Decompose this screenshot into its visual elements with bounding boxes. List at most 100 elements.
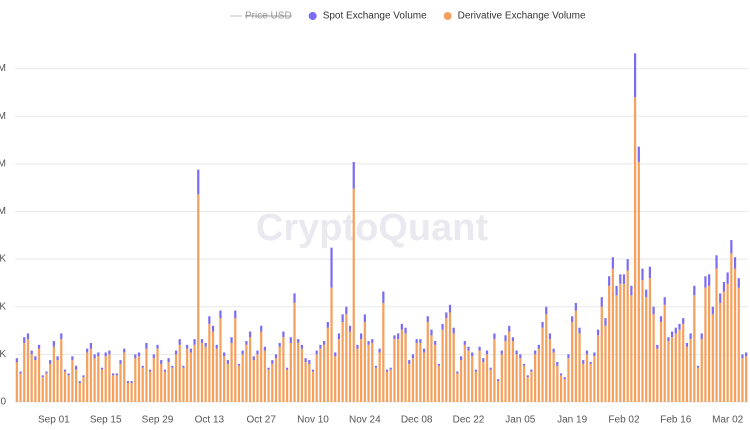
legend-item[interactable]: Price USD — [230, 11, 292, 22]
x-tick-label: Oct 13 — [195, 415, 225, 426]
bar-segment — [471, 356, 474, 402]
bar-segment — [537, 348, 540, 402]
bar-segment — [241, 350, 244, 355]
bar-segment — [630, 295, 633, 402]
bar-segment — [304, 358, 307, 362]
y-tick-label: K — [0, 349, 6, 360]
bar-segment — [437, 363, 440, 366]
bar-segment — [393, 339, 396, 402]
bar-segment — [115, 373, 118, 376]
bar-segment — [715, 268, 718, 402]
bar-segment — [693, 295, 696, 402]
bar-segment — [563, 379, 566, 402]
bar-segment — [567, 358, 570, 402]
legend-item[interactable]: Derivative Exchange Volume — [443, 11, 586, 22]
bar-segment — [571, 316, 574, 322]
bar-segment — [393, 335, 396, 340]
bar-segment — [434, 341, 437, 345]
bar-segment — [700, 333, 703, 340]
bar-segment — [674, 327, 677, 334]
bar-segment — [500, 354, 503, 402]
bar-segment — [411, 354, 415, 359]
y-tick-label: K — [0, 301, 6, 312]
bar-segment — [504, 335, 507, 342]
bar-segment — [319, 348, 322, 402]
bar-segment — [260, 325, 263, 332]
bar-segment — [459, 356, 463, 361]
bar-segment — [108, 354, 111, 402]
bar-segment — [156, 344, 159, 349]
bar-segment — [86, 348, 89, 353]
bar-segment — [182, 367, 185, 402]
bar-segment — [34, 356, 37, 361]
bar-segment — [60, 333, 63, 340]
bar-segment — [197, 169, 200, 195]
bar-segment — [663, 304, 666, 402]
bar-segment — [282, 337, 285, 402]
bar-segment — [45, 373, 48, 402]
bar-segment — [311, 371, 315, 402]
bar-segment — [604, 318, 607, 326]
bar-segment — [130, 382, 133, 402]
bar-segment — [719, 293, 722, 303]
bar-segment — [285, 367, 289, 370]
bar-segment — [574, 310, 577, 402]
bar-segment — [230, 337, 233, 343]
bar-segment — [104, 356, 107, 402]
bar-segment — [600, 297, 603, 307]
bar-segment — [134, 358, 137, 402]
bar-segment — [571, 321, 574, 402]
bar-segment — [26, 339, 30, 402]
bar-segment — [215, 344, 218, 349]
bar-segment — [408, 360, 411, 364]
x-tick-label: Mar 02 — [712, 415, 744, 426]
bar-segment — [574, 302, 577, 311]
bar-segment — [604, 325, 607, 402]
y-tick-label: 0 — [0, 397, 6, 408]
bar-segment — [589, 361, 592, 364]
bar-segment — [223, 356, 226, 402]
bar-segment — [415, 342, 418, 402]
bar-segment — [82, 375, 85, 378]
bar-segment — [741, 354, 744, 359]
bar-segment — [274, 358, 278, 402]
bar-segment — [271, 363, 274, 402]
bar-segment — [319, 344, 322, 349]
bar-segment — [426, 316, 429, 322]
bar-segment — [378, 348, 381, 353]
bar-segment — [693, 285, 696, 296]
bar-segment — [274, 354, 278, 359]
bar-segment — [556, 361, 559, 366]
bar-segment — [397, 339, 400, 402]
bar-segment — [578, 333, 581, 402]
bar-segment — [248, 337, 252, 402]
bar-segment — [696, 367, 700, 402]
bar-segment — [430, 329, 433, 336]
bar-segment — [93, 354, 96, 359]
bar-segment — [67, 375, 70, 402]
bar-segment — [537, 344, 540, 349]
bar-segment — [415, 339, 418, 343]
legend-item[interactable]: Spot Exchange Volume — [308, 11, 427, 22]
bar-segment — [385, 371, 389, 402]
bar-segment — [445, 312, 448, 319]
bar-segment — [726, 272, 729, 284]
bar-segment — [652, 314, 655, 402]
bar-segment — [267, 369, 270, 402]
bar-segment — [422, 352, 426, 402]
bar-segment — [596, 335, 600, 402]
bar-segment — [93, 358, 96, 402]
bar-segment — [208, 316, 211, 324]
bar-segment — [704, 287, 707, 402]
bar-segment — [356, 344, 359, 349]
bar-segment — [245, 344, 248, 402]
bar-segment — [78, 381, 81, 383]
bar-segment — [515, 354, 518, 402]
bar-segment — [204, 346, 207, 402]
bar-segment — [134, 354, 137, 359]
bar-segment — [226, 363, 229, 402]
bar-segment — [522, 363, 526, 366]
bar-segment — [186, 348, 189, 402]
bar-segment — [541, 321, 544, 328]
legend-label: Derivative Exchange Volume — [458, 11, 586, 22]
